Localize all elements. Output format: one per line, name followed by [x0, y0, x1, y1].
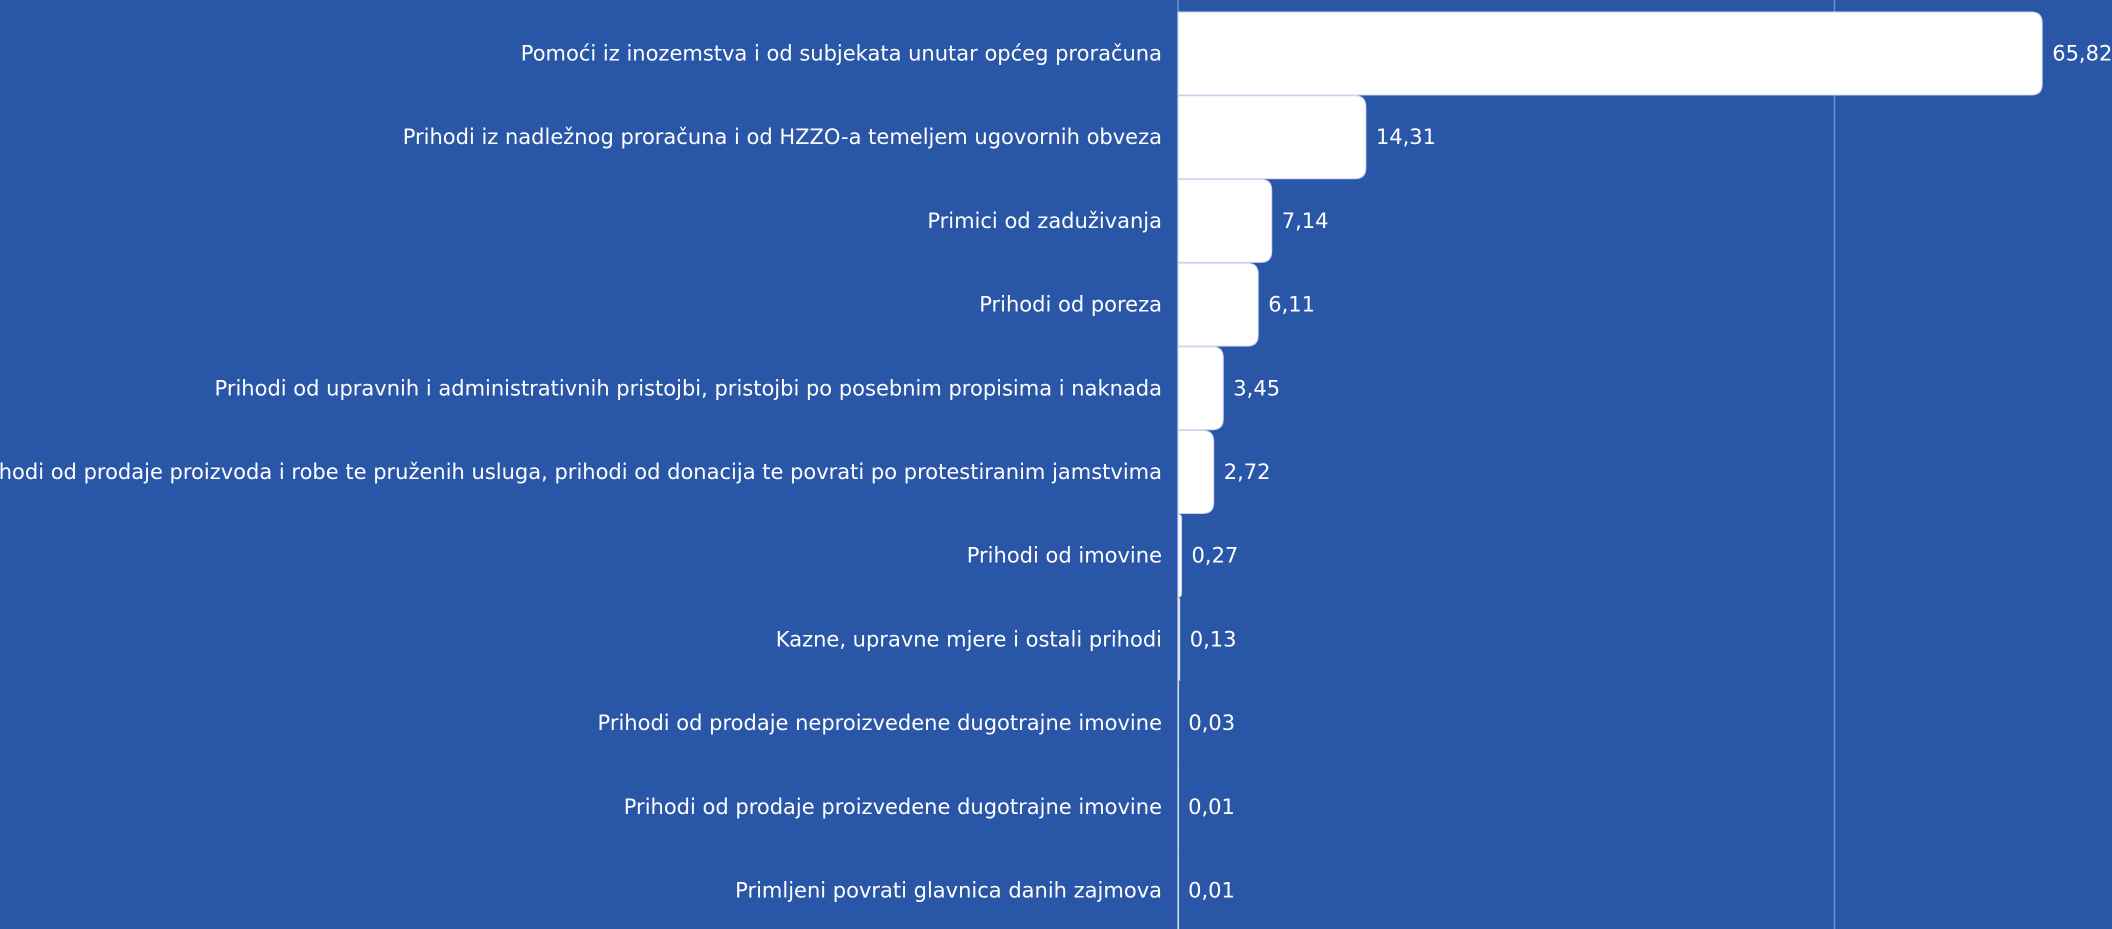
bar: [1177, 430, 1215, 514]
bar: [1177, 262, 1259, 347]
bar: [1177, 681, 1180, 766]
category-label: Prihodi od prodaje proizvoda i robe te p…: [0, 460, 1162, 484]
value-label: 0,13: [1190, 627, 1237, 651]
value-labels: 65,82 14,31 7,14 6,11 3,45 2,72 0,27 0,13 0,03 0,…: [1188, 42, 2112, 903]
bar: [1177, 597, 1181, 682]
category-label: Primljeni povrati glavnica danih zajmova: [735, 879, 1162, 903]
value-label: 2,72: [1224, 460, 1271, 484]
value-label: 7,14: [1282, 209, 1329, 233]
category-label: Prihodi od prodaje proizvedene dugotrajn…: [624, 795, 1162, 819]
value-label: 0,27: [1192, 544, 1239, 568]
value-label: 65,82: [2052, 42, 2112, 66]
bar: [1177, 764, 1180, 849]
bar: [1177, 513, 1183, 598]
category-label: Prihodi iz nadležnog proračuna i od HZZO…: [403, 125, 1162, 149]
bar: [1177, 11, 2043, 96]
category-label: Primici od zaduživanja: [927, 209, 1162, 233]
bars: [1177, 11, 2043, 929]
bar: [1177, 95, 1367, 180]
value-label: 14,31: [1376, 125, 1436, 149]
value-label: 0,01: [1188, 795, 1235, 819]
category-label: Prihodi od poreza: [979, 293, 1162, 317]
value-label: 0,01: [1188, 879, 1235, 903]
category-label: Prihodi od upravnih i administrativnih p…: [215, 376, 1162, 400]
category-label: Prihodi od imovine: [967, 544, 1162, 568]
category-label: Prihodi od prodaje neproizvedene dugotra…: [598, 711, 1162, 735]
value-label: 3,45: [1233, 376, 1280, 400]
bar: [1177, 848, 1180, 929]
category-label: Kazne, upravne mjere i ostali prihodi: [776, 627, 1162, 651]
category-label: Pomoći iz inozemstva i od subjekata unut…: [521, 42, 1162, 66]
bar: [1177, 346, 1224, 431]
value-label: 0,03: [1188, 711, 1235, 735]
value-label: 6,11: [1268, 293, 1315, 317]
bar: [1177, 178, 1273, 263]
category-labels: Pomoći iz inozemstva i od subjekata unut…: [0, 42, 1162, 903]
